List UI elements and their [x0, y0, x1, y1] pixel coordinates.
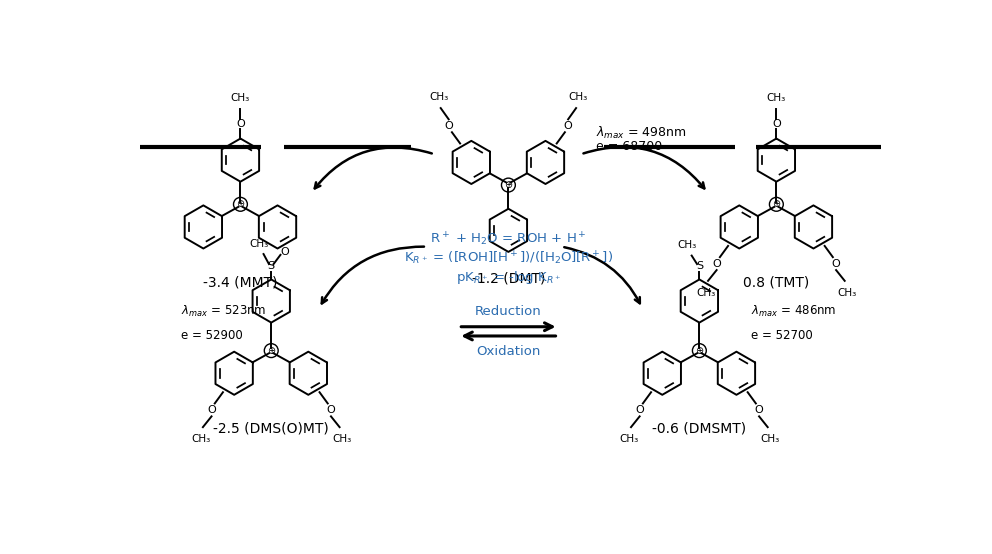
- Text: CH₃: CH₃: [767, 93, 786, 103]
- Text: CH₃: CH₃: [231, 93, 250, 103]
- Text: $\lambda_{max}$ = 486nm: $\lambda_{max}$ = 486nm: [751, 304, 836, 319]
- Text: CH₃: CH₃: [837, 288, 856, 297]
- Text: CH₃: CH₃: [619, 434, 639, 444]
- Text: e = 68700: e = 68700: [596, 140, 663, 153]
- Text: CH₃: CH₃: [678, 240, 696, 250]
- Text: -0.6 (DMSMT): -0.6 (DMSMT): [653, 422, 746, 436]
- Text: -1.2 (DMT): -1.2 (DMT): [472, 271, 545, 285]
- Text: O: O: [563, 121, 572, 131]
- Text: O: O: [236, 119, 245, 129]
- Text: O: O: [831, 259, 840, 269]
- Text: CH₃: CH₃: [191, 434, 210, 444]
- Text: K$_{R^+}$ = ([ROH][H$^+$])/([H$_2$O][R$^+$]): K$_{R^+}$ = ([ROH][H$^+$])/([H$_2$O][R$^…: [404, 249, 613, 267]
- Text: Reduction: Reduction: [475, 305, 542, 318]
- Text: Oxidation: Oxidation: [476, 345, 541, 358]
- Text: CH₃: CH₃: [696, 288, 715, 297]
- Text: R$^+$ + H$_2$O = ROH + H$^+$: R$^+$ + H$_2$O = ROH + H$^+$: [431, 230, 586, 248]
- Text: O: O: [207, 405, 216, 415]
- Text: CH₃: CH₃: [429, 91, 448, 101]
- Text: e = 52700: e = 52700: [751, 329, 812, 342]
- Text: CH₃: CH₃: [760, 434, 780, 444]
- Text: ⊕: ⊕: [773, 199, 781, 209]
- Text: 0.8 (TMT): 0.8 (TMT): [743, 275, 809, 289]
- Text: ⊕: ⊕: [504, 180, 513, 190]
- Text: $\lambda_{max}$ = 523nm: $\lambda_{max}$ = 523nm: [181, 304, 266, 319]
- Text: O: O: [326, 405, 335, 415]
- Text: e = 52900: e = 52900: [181, 329, 242, 342]
- Text: O: O: [712, 259, 721, 269]
- Text: $\lambda_{max}$ = 498nm: $\lambda_{max}$ = 498nm: [596, 125, 686, 141]
- Text: ⊕: ⊕: [267, 346, 276, 356]
- Text: S: S: [695, 261, 703, 271]
- Text: CH₃: CH₃: [332, 434, 351, 444]
- Text: -2.5 (DMS(O)MT): -2.5 (DMS(O)MT): [213, 422, 329, 436]
- Text: O: O: [635, 405, 644, 415]
- Text: O: O: [281, 247, 290, 257]
- Text: ⊕: ⊕: [236, 199, 244, 209]
- Text: O: O: [772, 119, 781, 129]
- Text: O: O: [444, 121, 453, 131]
- Text: -3.4 (MMT): -3.4 (MMT): [203, 275, 278, 289]
- Text: O: O: [755, 405, 764, 415]
- Text: pK$_{R^+}$ = -log K$_{R^+}$: pK$_{R^+}$ = -log K$_{R^+}$: [455, 269, 561, 286]
- Text: CH₃: CH₃: [249, 239, 269, 249]
- Text: CH₃: CH₃: [568, 91, 588, 101]
- Text: ⊕: ⊕: [695, 346, 703, 356]
- Text: S: S: [268, 261, 275, 271]
